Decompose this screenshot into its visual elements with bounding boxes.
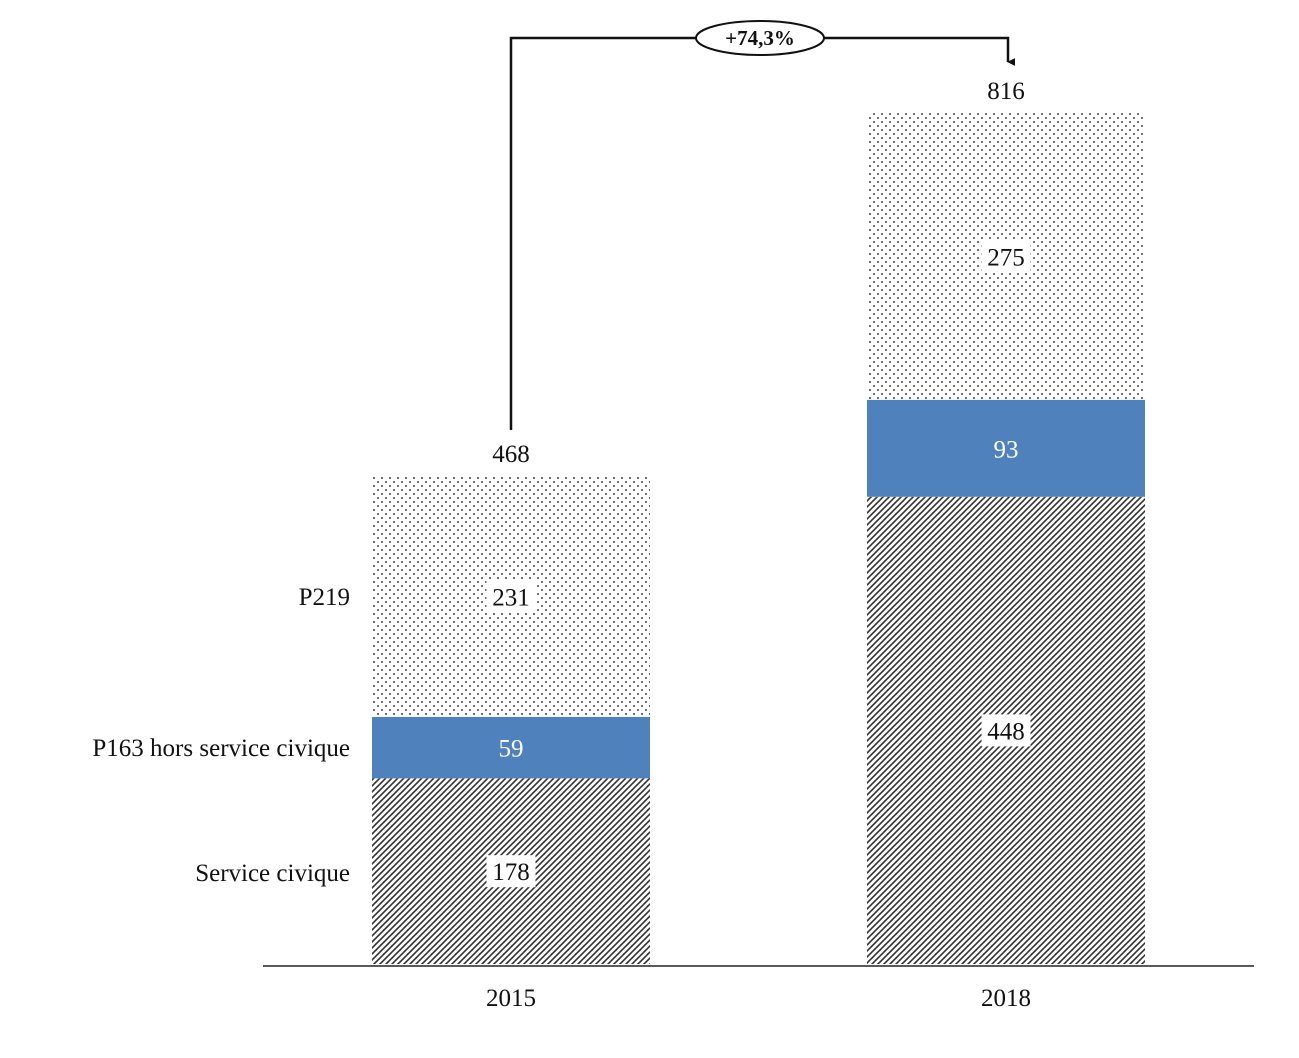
- legend-inline: P219 P163 hors service civique Service c…: [92, 584, 350, 887]
- bar-totals: 468 816: [492, 78, 1025, 468]
- total-label-2018: 816: [987, 78, 1025, 105]
- data-label-bg-2015-2: [486, 580, 536, 613]
- growth-connector-right: [824, 36, 1016, 66]
- x-tick-label-2018: 2018: [981, 985, 1031, 1012]
- data-label-2018-2: 275: [987, 244, 1025, 271]
- data-label-2018-0: 448: [987, 718, 1025, 745]
- legend-label-service-civique: Service civique: [195, 860, 350, 887]
- data-label-2015-0: 178: [492, 859, 530, 886]
- growth-badge: [695, 20, 825, 56]
- data-label-bg-2015-0: [486, 855, 536, 888]
- data-label-bg-2018-2: [981, 240, 1031, 273]
- growth-annotation: +74,3%: [509, 20, 1016, 430]
- labels-layer: 178 59 231 448 93 275: [486, 240, 1031, 888]
- data-label-2015-2: 231: [492, 584, 530, 611]
- growth-label: +74,3%: [725, 26, 795, 50]
- x-axis-ticks: 2015 2018: [486, 985, 1031, 1012]
- legend-label-p219: P219: [299, 584, 350, 611]
- data-label-2018-1: 93: [994, 436, 1019, 463]
- total-label-2015: 468: [492, 441, 530, 468]
- bar-segment-2018-1: [867, 399, 1145, 497]
- growth-connector-left: [509, 36, 696, 430]
- legend-label-p163: P163 hors service civique: [92, 735, 350, 762]
- data-label-bg-2018-0: [981, 714, 1031, 747]
- x-tick-label-2015: 2015: [486, 985, 536, 1012]
- bar-segment-2015-1: [372, 716, 650, 779]
- data-label-2015-1: 59: [499, 736, 524, 763]
